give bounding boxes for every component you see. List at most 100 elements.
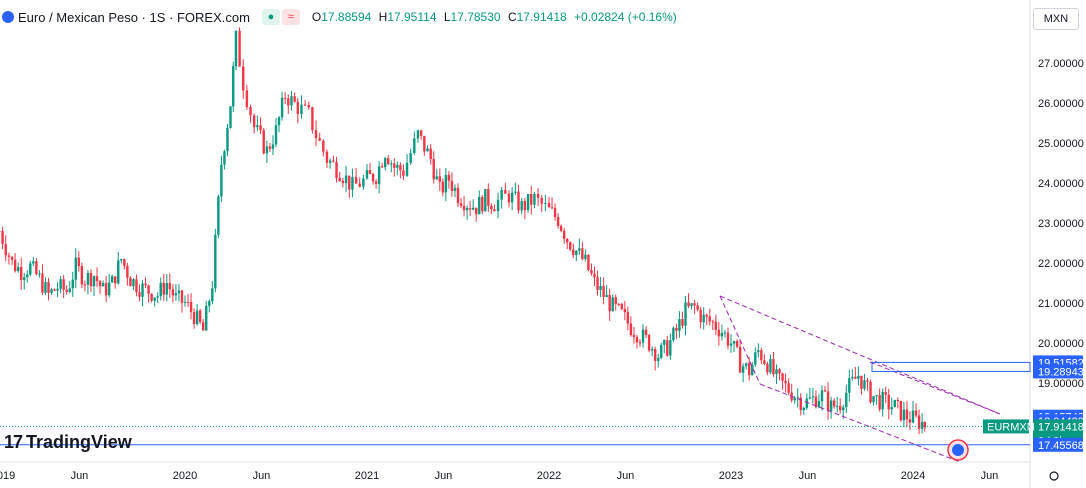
candle-body: [89, 272, 93, 287]
event-marker-icon[interactable]: [947, 439, 969, 461]
candle-body: [611, 297, 614, 312]
candle-body: [559, 226, 563, 231]
candle-body: [7, 255, 11, 257]
candle-body: [377, 166, 381, 184]
candle-body: [808, 397, 812, 399]
candle-body: [296, 101, 300, 115]
close-value: 17.91418: [516, 10, 567, 24]
candle-body: [726, 332, 730, 346]
candle-body: [896, 400, 900, 402]
approx-icon[interactable]: ≈: [281, 9, 300, 25]
candle-body: [107, 282, 111, 296]
candle-body: [438, 176, 441, 182]
candle-body: [180, 290, 184, 303]
candle-body: [675, 327, 678, 331]
candle-body: [632, 335, 636, 337]
candle-body: [220, 164, 223, 197]
candle-body: [26, 274, 29, 278]
candle-body: [413, 138, 416, 154]
candle-body: [793, 397, 796, 401]
candle-body: [447, 174, 451, 181]
candle-body: [10, 256, 14, 260]
time-tick-label: Jun: [981, 470, 999, 482]
candle-body: [908, 419, 912, 423]
price-tick-label: 25.00000: [1038, 138, 1084, 150]
candle-body: [481, 196, 484, 212]
candle-body: [214, 234, 217, 289]
candle-body: [117, 260, 120, 284]
candle-body: [620, 303, 623, 310]
candle-body: [769, 359, 772, 373]
candle-body: [325, 151, 329, 163]
candle-body: [83, 284, 87, 286]
candle-body: [842, 407, 845, 411]
candle-body: [341, 180, 345, 184]
price-tick-label: 24.00000: [1038, 178, 1084, 190]
candle-body: [540, 197, 543, 204]
candle-body: [441, 181, 445, 193]
candle-body: [453, 187, 457, 191]
candle-body: [669, 340, 672, 356]
candle-body: [717, 329, 721, 337]
candle-body: [599, 285, 602, 290]
candle-body: [869, 381, 872, 403]
candle-body: [914, 410, 918, 416]
candle-body: [899, 400, 903, 421]
candle-body: [562, 230, 566, 239]
candle-body: [635, 336, 639, 343]
candle-body: [614, 297, 617, 304]
candle-body: [62, 279, 65, 290]
candle-body: [690, 303, 693, 307]
market-status-icon[interactable]: ●: [261, 9, 280, 25]
candle-body: [177, 290, 181, 294]
candle-body: [829, 400, 833, 411]
candle-body: [796, 397, 799, 399]
currency-selector[interactable]: MXN: [1033, 8, 1079, 30]
candle-body: [663, 340, 666, 345]
candle-body: [468, 208, 472, 210]
candle-body: [249, 107, 252, 116]
candle-body: [132, 279, 135, 287]
time-tick-label: Jun: [71, 470, 89, 482]
high-key: H: [378, 10, 388, 24]
candle-body: [605, 294, 608, 298]
time-tick-label: Jun: [435, 470, 453, 482]
candle-body: [429, 148, 432, 160]
candle-body: [550, 207, 554, 209]
time-tick-label: 2022: [537, 470, 561, 482]
candle-body: [805, 398, 809, 409]
candle-body: [602, 285, 605, 298]
price-tick-label: 26.00000: [1038, 98, 1084, 110]
time-tick-label: 2021: [355, 470, 379, 482]
range-box-upper[interactable]: [871, 361, 1031, 372]
candle-body: [781, 373, 784, 381]
candle-body: [835, 405, 839, 407]
candle-body: [751, 364, 754, 376]
candle-body: [526, 194, 530, 211]
symbol-title[interactable]: Euro / Mexican Peso · 1S · FOREX.com: [18, 9, 250, 25]
candle-body: [280, 97, 284, 118]
candle-body: [641, 329, 645, 343]
candle-body: [98, 281, 102, 287]
level-price-tag[interactable]: [1033, 364, 1083, 379]
candle-body: [268, 146, 272, 149]
candle-body: [223, 151, 226, 165]
candle-body: [587, 254, 590, 271]
candle-body: [504, 190, 507, 194]
candle-body: [748, 363, 751, 376]
candle-body: [95, 276, 99, 282]
candle-body: [4, 244, 7, 256]
candle-body: [490, 205, 493, 210]
candle-body: [59, 279, 62, 289]
candle-body: [626, 312, 630, 324]
level-price-tag[interactable]: [1033, 437, 1083, 452]
candle-body: [168, 283, 172, 290]
candle-body: [171, 289, 175, 296]
settings-icon[interactable]: [1049, 471, 1059, 481]
candle-body: [120, 259, 123, 261]
candle-body: [826, 391, 830, 411]
channel-left-edge: [719, 295, 761, 385]
symbol-header: Euro / Mexican Peso · 1S · FOREX.com ● ≈…: [0, 6, 677, 28]
